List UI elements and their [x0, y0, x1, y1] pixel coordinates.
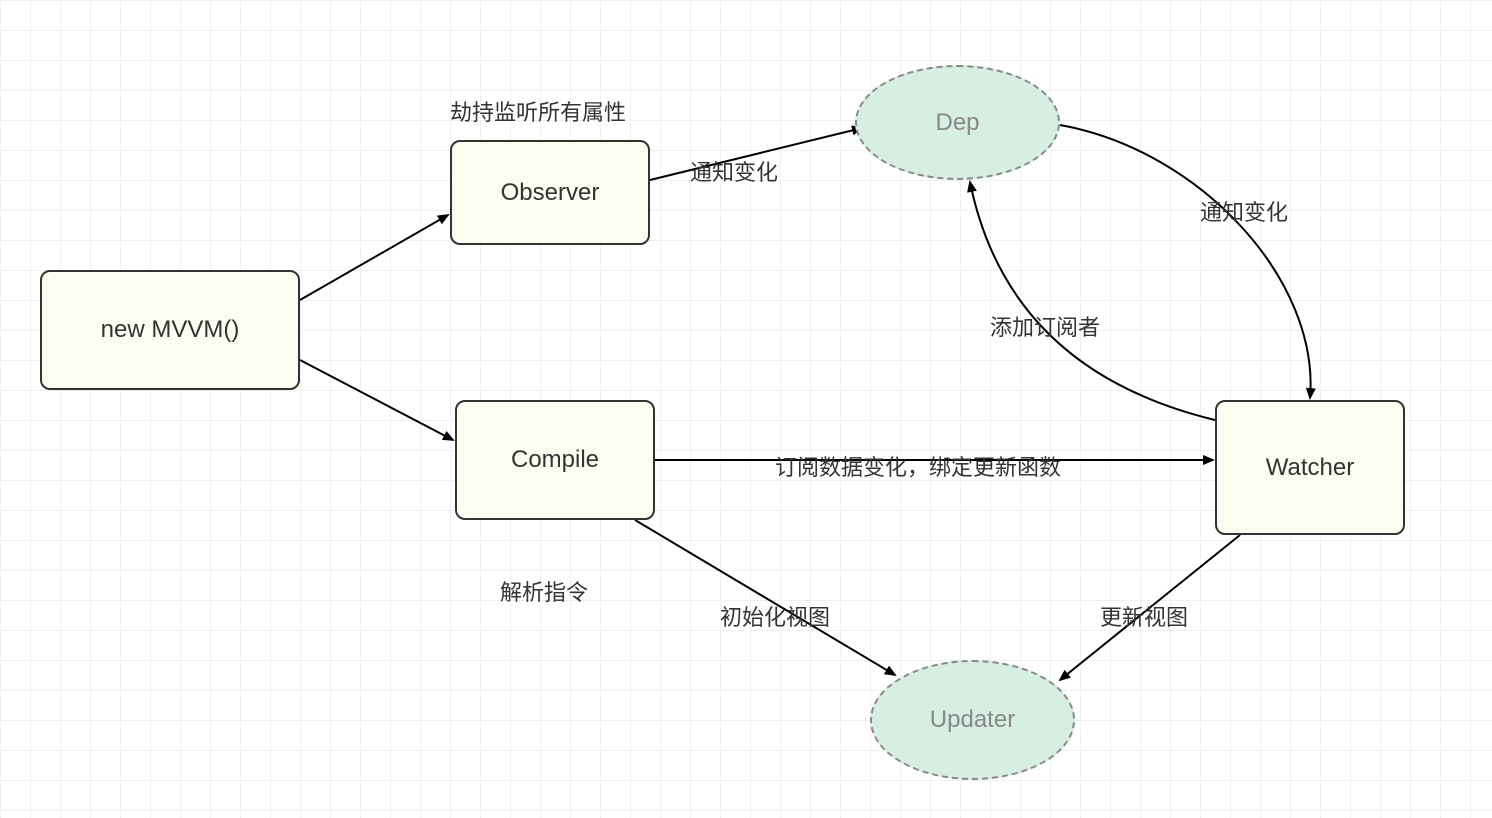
- diagram-canvas: new MVVM() Observer Compile Dep Watcher …: [0, 0, 1492, 818]
- node-mvvm-label: new MVVM(): [101, 316, 240, 344]
- node-updater-label: Updater: [930, 706, 1015, 734]
- node-dep: Dep: [855, 65, 1060, 180]
- node-compile-label: Compile: [511, 446, 599, 474]
- edge-mvvm-observer: [300, 215, 448, 300]
- annotation-compile: 解析指令: [500, 575, 588, 607]
- node-compile: Compile: [455, 400, 655, 520]
- edge-label-watcher-updater: 更新视图: [1100, 600, 1188, 632]
- annotation-observer: 劫持监听所有属性: [450, 95, 626, 127]
- edge-mvvm-compile: [300, 360, 453, 440]
- edge-label-compile-watcher: 订阅数据变化，绑定更新函数: [775, 450, 1061, 482]
- node-observer: Observer: [450, 140, 650, 245]
- node-watcher: Watcher: [1215, 400, 1405, 535]
- edge-label-compile-updater: 初始化视图: [720, 600, 830, 632]
- node-dep-label: Dep: [935, 109, 979, 137]
- edge-label-watcher-dep: 添加订阅者: [990, 310, 1100, 342]
- edge-dep-watcher: [1060, 125, 1311, 398]
- edge-label-observer-dep: 通知变化: [690, 155, 778, 187]
- edge-compile-updater: [635, 520, 895, 675]
- node-mvvm: new MVVM(): [40, 270, 300, 390]
- node-updater: Updater: [870, 660, 1075, 780]
- node-watcher-label: Watcher: [1266, 454, 1354, 482]
- edge-label-dep-watcher: 通知变化: [1200, 195, 1288, 227]
- edge-watcher-dep: [970, 182, 1215, 420]
- node-observer-label: Observer: [501, 179, 600, 207]
